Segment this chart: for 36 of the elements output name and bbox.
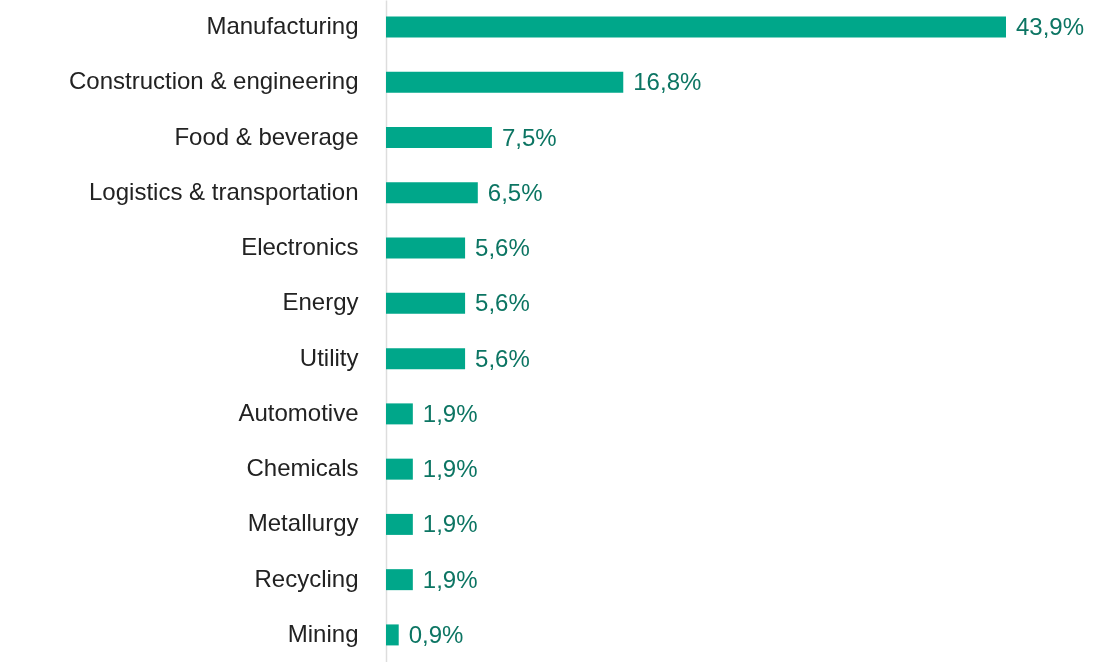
data-label: 5,6% xyxy=(475,289,530,317)
y-tick-label: Logistics & transportation xyxy=(89,177,359,205)
data-label: 6,5% xyxy=(487,178,543,206)
y-tick-label: Utility xyxy=(299,343,359,371)
data-label: 1,9% xyxy=(422,565,478,593)
bar xyxy=(386,458,413,480)
bar xyxy=(386,292,466,314)
data-label: 1,9% xyxy=(422,399,478,427)
y-tick-label: Manufacturing xyxy=(206,12,359,40)
y-tick-label: Energy xyxy=(282,288,359,316)
bar xyxy=(386,71,624,93)
y-tick-label: Electronics xyxy=(241,233,359,261)
bar xyxy=(386,16,1006,38)
data-label: 1,9% xyxy=(422,455,478,483)
y-tick-label: Food & beverage xyxy=(174,122,359,150)
y-tick-label: Recycling xyxy=(254,564,359,592)
data-label: 0,9% xyxy=(408,620,464,648)
y-tick-label: Mining xyxy=(287,619,359,647)
bar xyxy=(386,182,478,204)
data-label: 16,8% xyxy=(633,68,702,96)
y-tick-label: Construction & engineering xyxy=(68,67,359,95)
data-label: 43,9% xyxy=(1016,13,1085,41)
bar xyxy=(386,513,413,535)
data-label: 1,9% xyxy=(422,510,478,538)
y-tick-label: Automotive xyxy=(238,398,359,426)
y-tick-label: Chemicals xyxy=(246,454,359,482)
data-label: 5,6% xyxy=(475,344,530,372)
bar xyxy=(386,348,466,370)
bar xyxy=(386,624,399,646)
bar xyxy=(386,569,413,591)
y-tick-label: Metallurgy xyxy=(247,509,359,537)
data-label: 5,6% xyxy=(475,234,530,262)
bar xyxy=(386,127,492,149)
bar xyxy=(386,403,413,425)
data-label: 7,5% xyxy=(501,123,557,151)
bar xyxy=(386,237,466,259)
